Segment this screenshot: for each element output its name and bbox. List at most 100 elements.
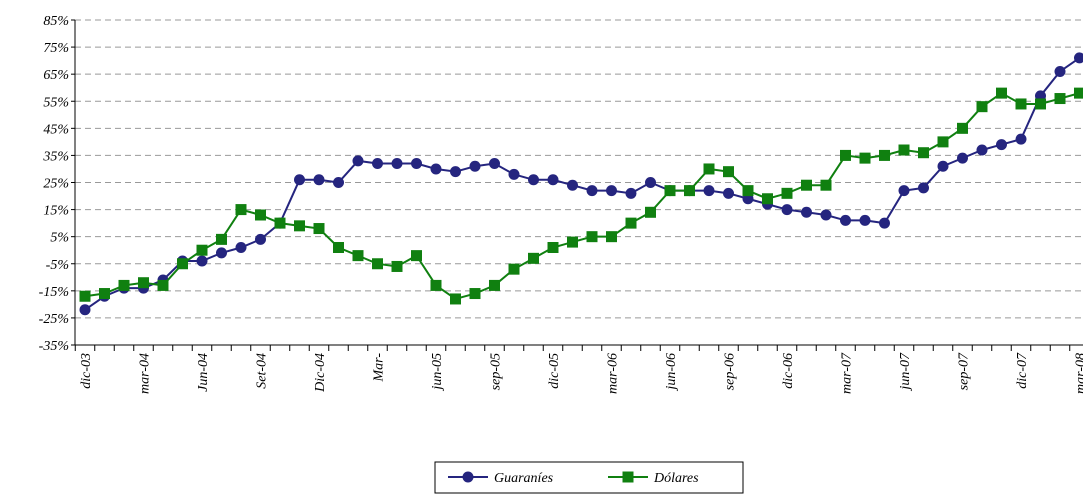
point bbox=[489, 158, 500, 170]
x-tick-label: sep-05 bbox=[489, 353, 504, 390]
point bbox=[528, 174, 539, 186]
point bbox=[723, 187, 734, 199]
y-tick-label: 35% bbox=[42, 149, 69, 164]
point bbox=[879, 149, 890, 161]
point bbox=[606, 231, 617, 243]
x-tick-label: sep-06 bbox=[723, 353, 738, 390]
point bbox=[898, 185, 910, 197]
point bbox=[996, 139, 1007, 151]
point bbox=[274, 217, 286, 229]
point bbox=[820, 179, 832, 191]
point bbox=[1074, 87, 1083, 99]
point bbox=[762, 193, 773, 205]
point bbox=[976, 101, 988, 113]
point bbox=[216, 233, 227, 245]
point bbox=[879, 217, 890, 229]
point bbox=[1035, 98, 1046, 110]
legend-marker bbox=[462, 471, 474, 483]
y-tick-label: 45% bbox=[43, 122, 69, 137]
point bbox=[625, 187, 637, 199]
point bbox=[157, 279, 169, 291]
y-tick-label: 55% bbox=[43, 95, 69, 110]
point bbox=[508, 168, 520, 180]
point bbox=[820, 209, 832, 221]
point bbox=[391, 158, 403, 170]
point bbox=[645, 177, 656, 188]
point bbox=[177, 258, 188, 270]
point bbox=[703, 163, 715, 175]
point bbox=[255, 209, 266, 221]
point bbox=[859, 152, 871, 164]
point bbox=[567, 179, 578, 191]
point bbox=[547, 242, 559, 253]
point bbox=[79, 304, 91, 316]
x-tick-label: dic-06 bbox=[781, 353, 796, 389]
point bbox=[918, 182, 929, 194]
legend-label: Guaraníes bbox=[494, 471, 554, 486]
x-tick-label: jun-06 bbox=[664, 353, 679, 392]
point bbox=[138, 277, 149, 289]
point bbox=[196, 244, 208, 256]
x-tick-label: mar-07 bbox=[840, 352, 855, 394]
point bbox=[684, 185, 695, 197]
point bbox=[430, 163, 442, 175]
y-tick-label: 85% bbox=[43, 14, 69, 29]
point bbox=[957, 122, 968, 134]
point bbox=[957, 152, 968, 164]
point bbox=[372, 158, 383, 170]
y-tick-label: 75% bbox=[43, 41, 69, 56]
point bbox=[313, 174, 325, 186]
point bbox=[664, 185, 676, 197]
point bbox=[723, 166, 734, 178]
point bbox=[781, 187, 793, 199]
point bbox=[840, 149, 851, 161]
x-tick-label: mar-08 bbox=[1074, 353, 1083, 394]
x-tick-label: Mar- bbox=[372, 353, 387, 383]
point bbox=[411, 250, 422, 262]
point bbox=[333, 177, 344, 188]
x-tick-label: mar-04 bbox=[138, 353, 153, 394]
point bbox=[918, 147, 929, 159]
point bbox=[450, 166, 461, 178]
x-tick-label: sep-07 bbox=[957, 352, 972, 390]
y-tick-label: -5% bbox=[46, 258, 69, 273]
point bbox=[372, 258, 383, 270]
point bbox=[294, 220, 305, 232]
point bbox=[391, 260, 403, 272]
point bbox=[586, 231, 598, 243]
point bbox=[1054, 65, 1066, 77]
point bbox=[469, 288, 481, 300]
point bbox=[586, 185, 598, 197]
point bbox=[1074, 52, 1083, 64]
point bbox=[411, 158, 422, 170]
point bbox=[898, 144, 910, 156]
legend-marker bbox=[622, 471, 634, 483]
point bbox=[567, 236, 578, 248]
point bbox=[469, 160, 481, 172]
point bbox=[937, 136, 949, 148]
series-line bbox=[84, 57, 1081, 311]
point bbox=[333, 242, 344, 253]
point bbox=[313, 223, 325, 235]
legend: Guaraníes Dólares bbox=[434, 461, 744, 494]
point bbox=[450, 293, 461, 305]
point bbox=[430, 279, 442, 291]
x-tick-label: Set-04 bbox=[255, 353, 270, 389]
point bbox=[489, 279, 500, 291]
point bbox=[528, 252, 539, 264]
point bbox=[118, 279, 130, 291]
x-tick-label: jun-07 bbox=[898, 352, 913, 392]
point bbox=[976, 144, 988, 156]
x-tick-label: dic-07 bbox=[1015, 352, 1030, 389]
y-tick-label: -15% bbox=[39, 285, 69, 300]
point bbox=[255, 233, 266, 245]
point bbox=[352, 250, 364, 262]
point bbox=[547, 174, 559, 186]
point bbox=[79, 290, 91, 302]
y-tick-label: 25% bbox=[43, 177, 69, 192]
point bbox=[781, 204, 793, 216]
point bbox=[1015, 98, 1027, 110]
point bbox=[606, 185, 617, 197]
point bbox=[294, 174, 305, 186]
x-tick-label: jun-05 bbox=[430, 353, 445, 392]
